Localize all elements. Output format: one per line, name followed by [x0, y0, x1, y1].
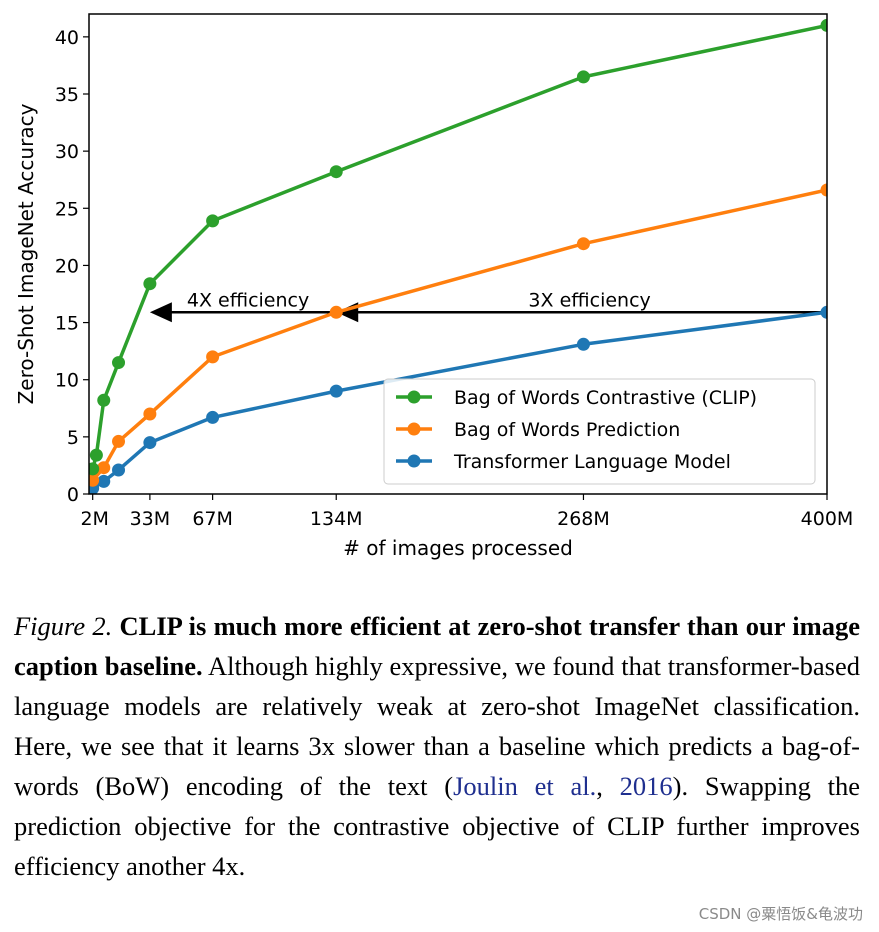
x-tick-label: 2M: [80, 508, 108, 530]
y-tick-label: 25: [55, 198, 79, 220]
data-point: [329, 305, 343, 319]
data-point: [820, 18, 827, 32]
data-point: [329, 384, 343, 398]
data-point: [97, 393, 111, 407]
y-axis-title: Zero-Shot ImageNet Accuracy: [14, 103, 38, 404]
data-point: [820, 183, 827, 197]
caption-bold-text: CLIP is much more efficient at zero-shot…: [14, 611, 860, 681]
y-tick-label: 40: [55, 27, 79, 49]
efficiency-annotation-label: 4X efficiency: [187, 289, 309, 311]
caption-body-part-1: Although highly expressive, we found tha…: [14, 651, 861, 801]
annotations: 4X efficiency 3X efficiency: [149, 289, 827, 323]
data-point: [329, 165, 343, 179]
data-point: [89, 448, 103, 462]
data-point: [89, 473, 100, 487]
series-layer: [89, 18, 827, 494]
data-point: [576, 70, 590, 84]
citation-separator: ,: [596, 771, 620, 801]
efficiency-annotation-label: 3X efficiency: [528, 289, 650, 311]
citation-author-link[interactable]: Joulin et al.: [453, 771, 597, 801]
series-group: [89, 18, 827, 476]
y-tick-label: 5: [67, 427, 79, 449]
x-tick-label: 268M: [557, 508, 610, 530]
legend-box: [383, 378, 816, 485]
data-point: [112, 356, 126, 370]
data-point: [89, 462, 100, 476]
legend-label: Transformer Language Model: [453, 451, 731, 473]
data-point: [206, 214, 220, 228]
data-point: [143, 407, 157, 421]
y-tick-label: 30: [55, 141, 79, 163]
data-point: [576, 337, 590, 351]
y-tick-label: 0: [67, 484, 79, 506]
data-point: [97, 474, 111, 488]
y-tick-label: 35: [55, 84, 79, 106]
data-point: [112, 463, 126, 477]
data-point: [820, 305, 827, 319]
figure-caption: Figure 2. CLIP is much more efficient at…: [14, 606, 860, 886]
y-tick-label: 10: [55, 370, 79, 392]
legend-swatch-marker: [407, 454, 421, 468]
data-point: [143, 277, 157, 291]
y-tick-label: 20: [55, 255, 79, 277]
legend-label: Bag of Words Contrastive (CLIP): [454, 387, 757, 409]
citation-year-link[interactable]: 2016: [619, 771, 673, 801]
x-tick-label: 400M: [801, 508, 854, 530]
series-group: [89, 183, 827, 487]
y-tick-label: 15: [55, 313, 79, 335]
data-point: [143, 436, 157, 450]
data-point: [206, 350, 220, 364]
x-tick-label: 134M: [310, 508, 363, 530]
plot-frame: [88, 13, 828, 495]
x-tick-label: 33M: [130, 508, 171, 530]
legend: Bag of Words Contrastive (CLIP) Bag of Wo…: [383, 378, 816, 485]
legend-swatch-marker: [407, 390, 421, 404]
caption-body-part-2: ). Swapping the prediction objective for…: [14, 771, 861, 881]
axes: 0 5 10 15 20 25 30 35 40 2M 33M 67M 134M 268M 400M: [55, 27, 854, 530]
x-tick-label: 67M: [192, 508, 233, 530]
chart: 4X efficiency 3X efficiency 0 5 10 15 20 25 30 3…: [14, 13, 854, 560]
efficiency-arrow-head: [149, 302, 172, 323]
series-group: [89, 305, 827, 494]
watermark: CSDN @粟悟饭&龟波功: [698, 905, 863, 923]
caption-figure-label: Figure 2.: [14, 611, 113, 641]
data-point: [97, 461, 111, 475]
data-point: [112, 434, 126, 448]
legend-label: Bag of Words Prediction: [454, 419, 680, 441]
legend-swatch-marker: [407, 422, 421, 436]
data-point: [576, 237, 590, 251]
data-point: [206, 410, 220, 424]
x-axis-title: # of images processed: [343, 536, 573, 560]
